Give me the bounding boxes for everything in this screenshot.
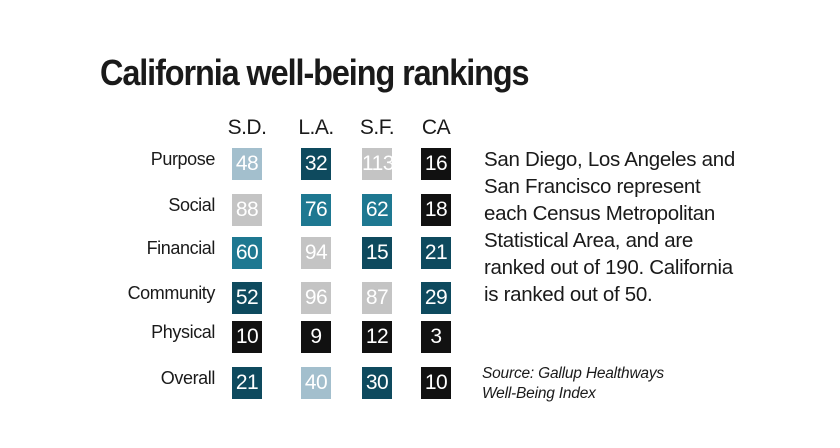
column-header: CA [421,116,451,139]
note-line: is ranked out of 50. [484,283,653,306]
source-credit: Source: Gallup Healthways Well-Being Ind… [482,364,664,404]
rank-cell: 88 [232,194,262,226]
row-label: Purpose [150,149,216,169]
column-header: S.F. [359,116,395,139]
explanatory-note: San Diego, Los Angeles and San Francisco… [484,146,804,308]
rank-cell: 60 [232,237,262,269]
row-label: Overall [160,368,216,388]
rank-cell: 21 [421,237,451,269]
rank-cell: 9 [301,321,331,353]
rank-cell: 87 [362,282,392,314]
rank-cell: 94 [301,237,331,269]
rank-cell: 16 [421,148,451,180]
rank-cell: 48 [232,148,262,180]
note-line: Statistical Area, and are [484,229,694,252]
rank-cell: 21 [232,367,262,399]
row-label: Physical [151,322,215,342]
chart-title: California well-being rankings [100,52,530,93]
rank-cell: 3 [421,321,451,353]
source-line: Well-Being Index [482,385,596,402]
row-label: Social [168,195,215,215]
rank-cell: 10 [421,367,451,399]
source-line: Source: Gallup Healthways [482,365,664,382]
rank-cell: 96 [301,282,331,314]
rank-cell: 18 [421,194,451,226]
rank-cell: 62 [362,194,392,226]
rank-cell: 52 [232,282,262,314]
rank-cell: 40 [301,367,331,399]
rank-cell: 29 [421,282,451,314]
rank-cell: 30 [362,367,392,399]
note-line: each Census Metropolitan [484,202,715,225]
rank-cell: 32 [301,148,331,180]
rank-cell: 15 [362,237,392,269]
column-header: L.A. [298,116,334,139]
rank-cell: 76 [301,194,331,226]
rank-cell: 10 [232,321,262,353]
note-line: San Francisco represent [484,175,701,198]
column-header: S.D. [227,116,267,139]
note-line: San Diego, Los Angeles and [484,148,735,171]
rank-cell: 12 [362,321,392,353]
row-label: Community [127,283,216,303]
note-line: ranked out of 190. California [484,256,733,279]
rank-cell: 113 [362,148,394,180]
row-label: Financial [146,238,216,258]
